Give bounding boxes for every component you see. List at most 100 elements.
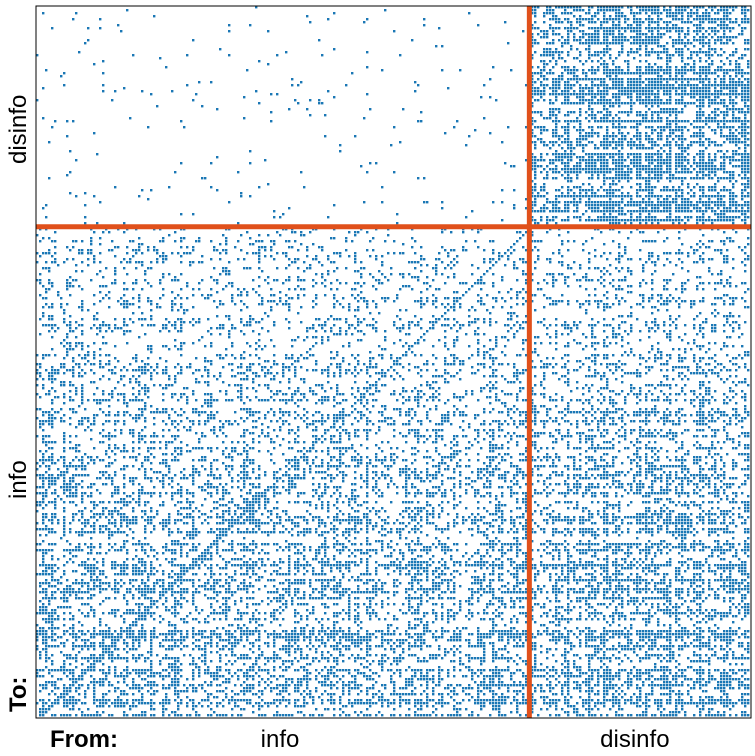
matrix-cell: [639, 138, 642, 141]
matrix-cell: [738, 108, 741, 111]
matrix-cell: [669, 135, 672, 138]
matrix-cell: [651, 306, 654, 309]
matrix-cell: [606, 6, 609, 9]
matrix-cell: [735, 210, 738, 213]
matrix-cell: [675, 210, 678, 213]
matrix-cell: [615, 174, 618, 177]
matrix-cell: [723, 315, 726, 318]
matrix-cell: [516, 267, 519, 270]
matrix-cell: [735, 207, 738, 210]
matrix-cell: [681, 132, 684, 135]
matrix-cell: [138, 246, 141, 249]
matrix-cell: [732, 183, 735, 186]
matrix-cell: [726, 12, 729, 15]
matrix-cell: [402, 243, 405, 246]
matrix-cell: [150, 324, 153, 327]
matrix-cell: [558, 195, 561, 198]
matrix-cell: [702, 201, 705, 204]
matrix-cell: [444, 306, 447, 309]
matrix-cell: [621, 141, 624, 144]
matrix-cell: [126, 306, 129, 309]
matrix-cell: [558, 93, 561, 96]
matrix-cell: [600, 300, 603, 303]
matrix-cell: [708, 57, 711, 60]
matrix-cell: [534, 120, 537, 123]
matrix-cell: [591, 78, 594, 81]
matrix-cell: [156, 303, 159, 306]
matrix-cell: [711, 21, 714, 24]
matrix-cell: [564, 6, 567, 9]
matrix-cell: [507, 255, 510, 258]
matrix-cell: [669, 57, 672, 60]
matrix-cell: [93, 258, 96, 261]
matrix-cell: [516, 303, 519, 306]
matrix-cell: [570, 159, 573, 162]
matrix-cell: [270, 111, 273, 114]
matrix-cell: [573, 240, 576, 243]
matrix-cell: [540, 96, 543, 99]
matrix-cell: [555, 153, 558, 156]
matrix-cell: [231, 285, 234, 288]
matrix-cell: [309, 21, 312, 24]
matrix-cell: [621, 186, 624, 189]
matrix-cell: [618, 288, 621, 291]
matrix-cell: [450, 249, 453, 252]
matrix-cell: [495, 321, 498, 324]
matrix-cell: [672, 24, 675, 27]
matrix-cell: [531, 249, 534, 252]
matrix-cell: [399, 252, 402, 255]
matrix-cell: [549, 162, 552, 165]
matrix-cell: [324, 279, 327, 282]
matrix-cell: [735, 108, 738, 111]
matrix-cell: [702, 162, 705, 165]
matrix-cell: [621, 135, 624, 138]
matrix-cell: [618, 21, 621, 24]
matrix-cell: [162, 255, 165, 258]
matrix-cell: [534, 186, 537, 189]
matrix-cell: [69, 324, 72, 327]
matrix-cell: [615, 201, 618, 204]
matrix-cell: [360, 297, 363, 300]
matrix-cell: [591, 27, 594, 30]
matrix-cell: [552, 144, 555, 147]
matrix-cell: [723, 30, 726, 33]
matrix-cell: [252, 318, 255, 321]
matrix-cell: [735, 135, 738, 138]
matrix-cell: [729, 87, 732, 90]
matrix-cell: [612, 162, 615, 165]
matrix-cell: [555, 135, 558, 138]
matrix-cell: [591, 42, 594, 45]
matrix-cell: [567, 81, 570, 84]
matrix-cell: [729, 129, 732, 132]
matrix-cell: [603, 135, 606, 138]
matrix-cell: [618, 138, 621, 141]
matrix-cell: [669, 168, 672, 171]
matrix-cell: [606, 189, 609, 192]
matrix-cell: [618, 144, 621, 147]
matrix-cell: [648, 108, 651, 111]
matrix-cell: [702, 165, 705, 168]
matrix-cell: [693, 6, 696, 9]
matrix-cell: [717, 39, 720, 42]
matrix-cell: [639, 201, 642, 204]
matrix-cell: [336, 318, 339, 321]
matrix-cell: [687, 12, 690, 15]
matrix-cell: [726, 294, 729, 297]
matrix-cell: [675, 219, 678, 222]
matrix-cell: [282, 303, 285, 306]
matrix-cell: [147, 246, 150, 249]
matrix-cell: [468, 12, 471, 15]
matrix-cell: [588, 99, 591, 102]
matrix-cell: [636, 12, 639, 15]
matrix-cell: [594, 162, 597, 165]
matrix-cell: [657, 93, 660, 96]
matrix-cell: [300, 279, 303, 282]
matrix-cell: [726, 216, 729, 219]
matrix-cell: [609, 186, 612, 189]
matrix-cell: [279, 234, 282, 237]
matrix-cell: [42, 207, 45, 210]
matrix-cell: [606, 219, 609, 222]
matrix-cell: [717, 108, 720, 111]
matrix-cell: [720, 297, 723, 300]
matrix-cell: [129, 318, 132, 321]
